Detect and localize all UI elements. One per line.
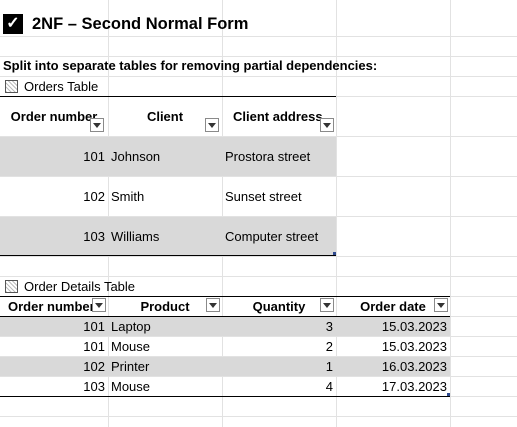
gridline	[0, 36, 517, 37]
checkbox-checked-icon[interactable]: ✓	[3, 14, 23, 34]
gridline	[0, 136, 517, 137]
gridline	[0, 76, 517, 77]
split-note: Split into separate tables for removing …	[3, 58, 378, 73]
gridline	[222, 0, 223, 427]
gridline	[0, 276, 517, 277]
table-top-border	[0, 96, 336, 97]
details-cell-order-date[interactable]: 16.03.2023	[381, 359, 447, 374]
orders-table-label-text: Orders Table	[24, 78, 99, 94]
details-header-order-number: Order number	[8, 299, 95, 314]
orders-cell-order-number[interactable]: 102	[83, 189, 105, 204]
orders-header-client: Client	[146, 108, 184, 124]
details-cell-order-number[interactable]: 103	[83, 379, 105, 394]
filter-dropdown-icon[interactable]	[320, 118, 334, 132]
orders-cell-client[interactable]: Smith	[111, 189, 145, 204]
details-cell-product[interactable]: Mouse	[111, 339, 151, 354]
details-cell-order-date[interactable]: 15.03.2023	[381, 339, 447, 354]
details-header-product: Product	[140, 299, 190, 314]
gridline	[336, 0, 337, 427]
details-cell-order-date[interactable]: 17.03.2023	[381, 379, 447, 394]
header-divider	[0, 316, 450, 317]
sheet-title-text: 2NF – Second Normal Form	[32, 14, 249, 33]
table-bottom-border	[0, 396, 450, 397]
details-cell-quantity[interactable]: 4	[325, 379, 333, 394]
orders-cell-client[interactable]: Williams	[111, 228, 160, 244]
orders-header-client-address: Client address	[233, 108, 323, 124]
filter-dropdown-icon[interactable]	[205, 118, 219, 132]
gridline	[0, 416, 517, 417]
banded-row-fill	[0, 217, 336, 255]
gridline	[0, 216, 517, 217]
gridline	[450, 0, 451, 427]
details-cell-quantity[interactable]: 3	[325, 319, 333, 334]
details-cell-product[interactable]: Laptop	[111, 319, 151, 334]
details-table-label: Order Details Table	[5, 278, 135, 294]
orders-cell-client-address[interactable]: Computer street	[225, 228, 319, 244]
details-table-label-text: Order Details Table	[24, 278, 136, 294]
banded-row-fill	[0, 137, 336, 176]
details-cell-quantity[interactable]: 2	[325, 339, 333, 354]
filter-dropdown-icon[interactable]	[90, 118, 104, 132]
table-resize-handle[interactable]	[333, 252, 336, 255]
gridline	[0, 356, 517, 357]
sheet-title: ✓ 2NF – Second Normal Form	[3, 12, 248, 36]
details-cell-product[interactable]: Printer	[111, 359, 150, 374]
gridline	[0, 176, 517, 177]
filter-dropdown-icon[interactable]	[92, 298, 106, 312]
details-cell-order-number[interactable]: 102	[83, 359, 105, 374]
details-cell-quantity[interactable]: 1	[325, 359, 333, 374]
table-top-border	[0, 296, 450, 297]
gridline	[0, 376, 517, 377]
orders-cell-order-number[interactable]: 101	[83, 149, 105, 164]
details-header-quantity: Quantity	[252, 299, 306, 314]
table-resize-handle[interactable]	[447, 393, 450, 396]
details-header-order-date: Order date	[360, 299, 426, 314]
gridline	[0, 256, 517, 257]
filter-dropdown-icon[interactable]	[206, 298, 220, 312]
orders-cell-order-number[interactable]: 103	[83, 228, 105, 244]
filter-dropdown-icon[interactable]	[434, 298, 448, 312]
table-icon	[5, 79, 18, 93]
orders-cell-client-address[interactable]: Prostora street	[225, 149, 311, 164]
banded-row-fill	[0, 317, 450, 336]
table-bottom-border	[0, 255, 336, 256]
gridline	[0, 56, 517, 57]
details-cell-order-number[interactable]: 101	[83, 319, 105, 334]
orders-table-label: Orders Table	[5, 78, 98, 94]
filter-dropdown-icon[interactable]	[320, 298, 334, 312]
details-cell-product[interactable]: Mouse	[111, 379, 151, 394]
table-icon	[5, 279, 18, 293]
orders-cell-client-address[interactable]: Sunset street	[225, 189, 302, 204]
gridline	[0, 336, 517, 337]
details-cell-order-number[interactable]: 101	[83, 339, 105, 354]
orders-cell-client[interactable]: Johnson	[111, 149, 161, 164]
orders-header-order-number: Order number	[10, 108, 98, 124]
gridline	[108, 0, 109, 427]
banded-row-fill	[0, 357, 450, 376]
details-cell-order-date[interactable]: 15.03.2023	[381, 319, 447, 334]
